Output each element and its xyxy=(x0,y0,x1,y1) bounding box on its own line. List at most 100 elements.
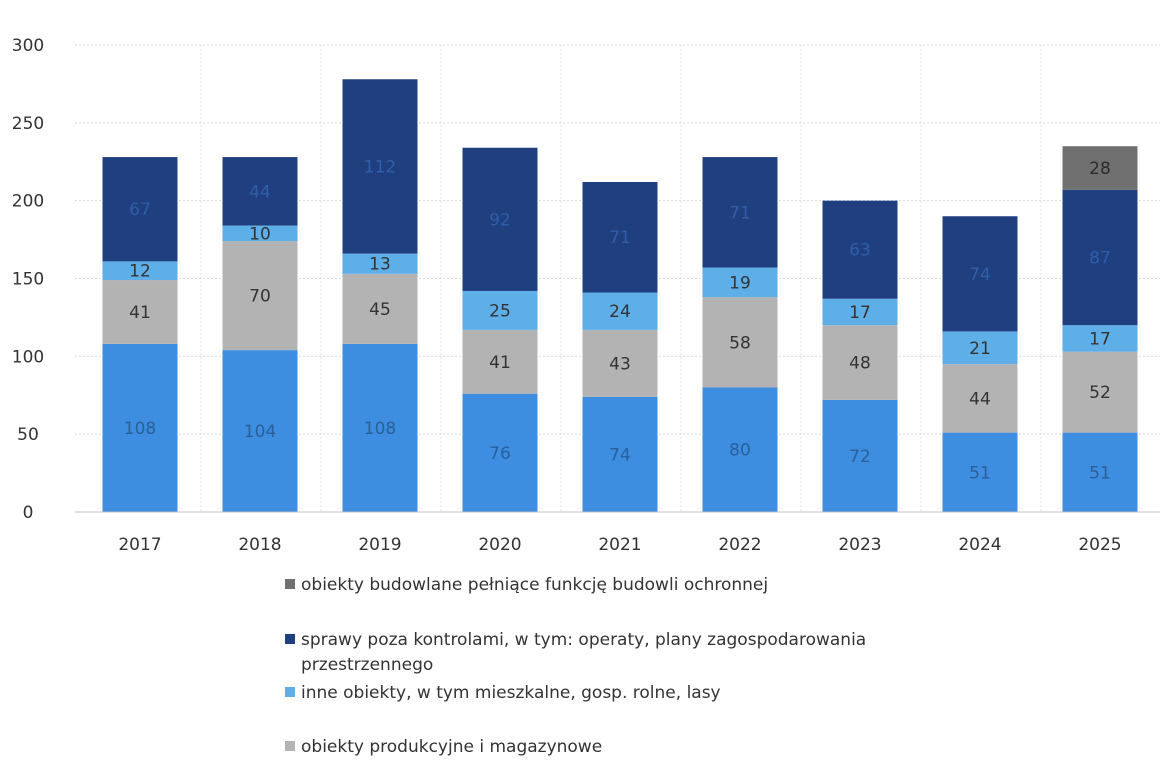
y-tick-label: 50 xyxy=(17,425,39,445)
legend-label-continued: przestrzennego xyxy=(301,655,433,675)
data-label: 58 xyxy=(729,333,751,353)
data-label: 51 xyxy=(969,463,991,483)
data-label: 72 xyxy=(849,447,871,467)
legend-swatch xyxy=(285,687,295,697)
axis-layer: 0 50 100 150 200 250 300 2017 2018 2019 2020 2021 20… xyxy=(12,36,1160,555)
bar-segment xyxy=(822,325,898,400)
data-label: 48 xyxy=(849,354,871,374)
bar-segment xyxy=(702,297,778,388)
bar-segment xyxy=(822,298,898,326)
bar-segment xyxy=(222,225,298,242)
data-label: 21 xyxy=(969,339,991,359)
data-label: 67 xyxy=(129,200,151,220)
bar-segment xyxy=(582,181,658,293)
data-label: 19 xyxy=(729,273,751,293)
x-tick-label: 2022 xyxy=(718,535,761,555)
data-label: 41 xyxy=(129,303,151,323)
data-label: 71 xyxy=(729,203,751,223)
bar-segment xyxy=(342,79,418,254)
bar-segment xyxy=(1062,351,1138,433)
bar-segment xyxy=(222,241,298,351)
data-label: 13 xyxy=(369,255,391,275)
data-label: 74 xyxy=(969,265,991,285)
data-label: 80 xyxy=(729,441,751,461)
bar-segment xyxy=(822,200,898,299)
y-tick-label: 150 xyxy=(12,270,44,290)
data-label: 92 xyxy=(489,210,511,230)
x-tick-label: 2024 xyxy=(958,535,1001,555)
bar-segment xyxy=(102,157,178,262)
bar-segment xyxy=(942,216,1018,332)
bar-segment xyxy=(342,253,418,274)
bar-segment xyxy=(942,331,1018,365)
bar-segment xyxy=(102,343,178,512)
legend-label: inne obiekty, w tym mieszkalne, gosp. ro… xyxy=(301,683,721,703)
bar-segment xyxy=(1062,146,1138,190)
data-label: 44 xyxy=(969,389,991,409)
data-label: 25 xyxy=(489,301,511,321)
bar-segment xyxy=(702,157,778,268)
x-tick-label: 2023 xyxy=(838,535,881,555)
bar-segment xyxy=(342,273,418,344)
bar-segment xyxy=(102,280,178,344)
bar-segment xyxy=(1062,432,1138,512)
bar-segment xyxy=(1062,325,1138,352)
bar-segment xyxy=(342,343,418,512)
bar-segment xyxy=(462,290,538,330)
data-label: 51 xyxy=(1089,463,1111,483)
data-label: 44 xyxy=(249,182,271,202)
data-label: 63 xyxy=(849,241,871,261)
bar-segment xyxy=(462,393,538,512)
data-label: 71 xyxy=(609,228,631,248)
data-label: 17 xyxy=(849,303,871,323)
bar-segment xyxy=(222,157,298,226)
bar-segment xyxy=(582,329,658,397)
bar-segment xyxy=(702,267,778,298)
data-label: 24 xyxy=(609,302,631,322)
bar-segment xyxy=(102,261,178,281)
bar-segment xyxy=(702,387,778,512)
y-tick-label: 300 xyxy=(12,36,44,56)
legend-swatch xyxy=(285,741,295,751)
legend-swatch xyxy=(285,579,295,589)
x-tick-label: 2017 xyxy=(118,535,161,555)
y-tick-label: 250 xyxy=(12,114,44,134)
data-label: 108 xyxy=(124,419,156,439)
y-tick-label: 200 xyxy=(12,192,44,212)
data-label: 108 xyxy=(364,419,396,439)
bar-segment xyxy=(1062,189,1138,326)
y-tick-label: 100 xyxy=(12,347,44,367)
legend-swatch xyxy=(285,634,295,644)
legend-label: obiekty produkcyjne i magazynowe xyxy=(301,737,602,757)
data-label: 17 xyxy=(1089,329,1111,349)
data-label: 41 xyxy=(489,353,511,373)
data-label: 45 xyxy=(369,300,391,320)
data-label: 52 xyxy=(1089,383,1111,403)
bar-segment xyxy=(582,396,658,512)
x-tick-label: 2018 xyxy=(238,535,281,555)
data-label: 74 xyxy=(609,445,631,465)
bar-segment xyxy=(942,364,1018,433)
data-label: 28 xyxy=(1089,159,1111,179)
data-label: 12 xyxy=(129,262,151,282)
x-tick-label: 2021 xyxy=(598,535,641,555)
bar-segment xyxy=(822,399,898,512)
x-tick-label: 2025 xyxy=(1078,535,1121,555)
data-label: 70 xyxy=(249,287,271,307)
x-tick-label: 2019 xyxy=(358,535,401,555)
legend: obiekty budowlane pełniące funkcję budow… xyxy=(285,575,866,757)
bars-layer: 108 41 12 67 104 70 10 44 108 45 13 112 76 41 25 92 74 43… xyxy=(102,79,1138,512)
data-label: 112 xyxy=(364,157,396,177)
bar-segment xyxy=(462,329,538,394)
bar-segment xyxy=(462,147,538,291)
data-label: 43 xyxy=(609,354,631,374)
bar-segment xyxy=(222,350,298,512)
legend-label: sprawy poza kontrolami, w tym: operaty, … xyxy=(301,630,866,650)
data-label: 104 xyxy=(244,422,276,442)
bar-segment xyxy=(582,292,658,330)
legend-label: obiekty budowlane pełniące funkcję budow… xyxy=(301,575,768,595)
data-label: 10 xyxy=(249,224,271,244)
y-tick-label: 0 xyxy=(23,503,34,523)
